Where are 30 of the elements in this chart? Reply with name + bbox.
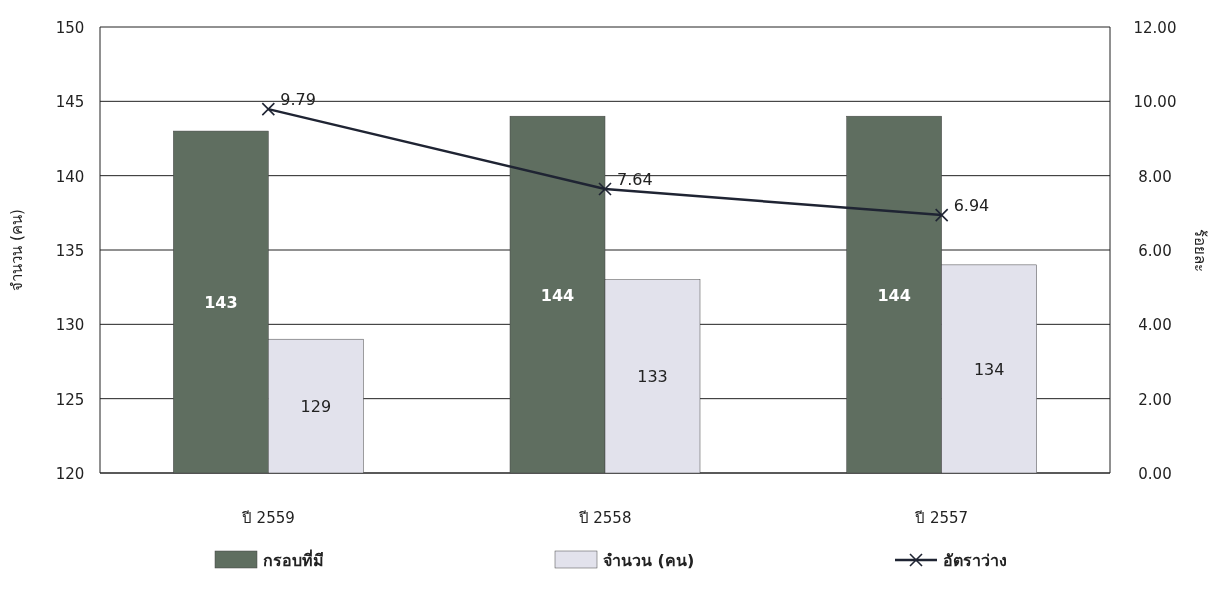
x-tick-label: ปี 2558 <box>577 509 632 527</box>
y2-tick-label: 2.00 <box>1138 390 1172 409</box>
legend-label: อัตราว่าง <box>943 551 1007 570</box>
data-label: 6.94 <box>953 196 990 216</box>
x-tick-label: ปี 2557 <box>914 509 969 527</box>
legend-label: กรอบที่มี <box>263 549 324 570</box>
data-label: 144 <box>540 285 575 305</box>
y2-tick-label: 4.00 <box>1138 316 1172 335</box>
y-tick-label: 140 <box>55 167 85 186</box>
y2-axis-title: ร้อยละ <box>1191 228 1209 272</box>
y2-tick-label: 8.00 <box>1138 167 1172 186</box>
y-tick-label: 125 <box>55 390 85 409</box>
data-label: 129 <box>300 397 332 417</box>
data-label: 144 <box>877 285 911 305</box>
legend-label: จำนวน (คน) <box>603 551 695 570</box>
y-tick-label: 150 <box>55 19 85 37</box>
y2-tick-label: 6.00 <box>1138 242 1172 260</box>
y-tick-label: 145 <box>55 93 85 112</box>
data-label: 143 <box>204 293 238 313</box>
y2-tick-label: 10.00 <box>1133 93 1177 112</box>
data-label: 134 <box>973 359 1005 379</box>
y-axis-title: จำนวน (คน) <box>8 209 26 291</box>
y2-tick-label: 0.00 <box>1138 465 1172 483</box>
y2-tick-label: 12.00 <box>1133 19 1177 37</box>
y-tick-label: 120 <box>55 465 85 483</box>
y-tick-label: 130 <box>55 316 85 335</box>
data-label: 7.64 <box>617 170 653 190</box>
y-tick-label: 135 <box>55 242 85 260</box>
data-label: 133 <box>637 367 668 387</box>
x-tick-label: ปี 2559 <box>240 509 295 527</box>
